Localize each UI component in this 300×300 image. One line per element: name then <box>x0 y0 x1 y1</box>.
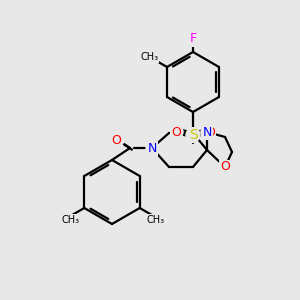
Circle shape <box>112 134 124 146</box>
Text: F: F <box>189 32 197 46</box>
Circle shape <box>146 142 158 154</box>
Text: S: S <box>189 128 197 142</box>
Text: N: N <box>202 125 212 139</box>
Text: CH₃: CH₃ <box>140 52 158 62</box>
Circle shape <box>219 161 231 173</box>
Text: O: O <box>205 125 215 139</box>
Text: N: N <box>147 142 157 154</box>
Circle shape <box>186 128 200 142</box>
Circle shape <box>203 126 215 138</box>
Text: O: O <box>111 134 121 146</box>
Text: O: O <box>171 125 181 139</box>
Text: CH₃: CH₃ <box>146 215 165 225</box>
Circle shape <box>187 33 199 45</box>
Circle shape <box>171 126 183 138</box>
Text: O: O <box>220 160 230 173</box>
Circle shape <box>201 126 213 138</box>
Text: CH₃: CH₃ <box>61 215 80 225</box>
